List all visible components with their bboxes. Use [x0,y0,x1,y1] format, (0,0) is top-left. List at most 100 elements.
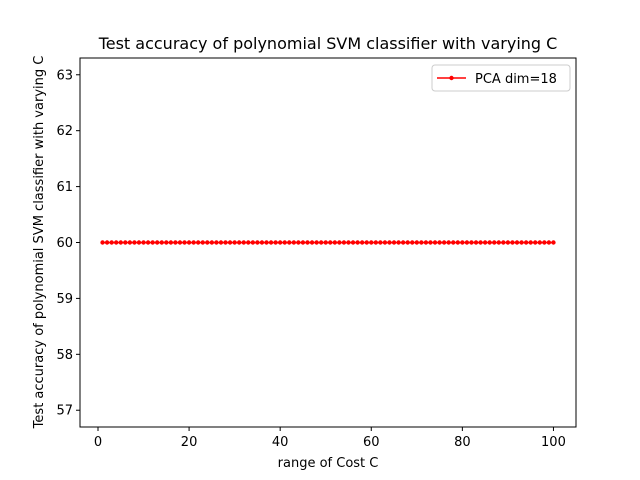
data-point [405,240,410,245]
data-point [100,240,105,245]
data-point [104,240,110,245]
x-tick-label: 0 [94,435,102,450]
data-point [273,240,278,245]
data-point [109,240,114,245]
data-point [359,240,365,245]
data-point [182,240,187,245]
data-point [387,240,392,245]
data-point [391,240,397,245]
data-point [264,240,269,245]
data-point [300,240,306,245]
data-point [350,240,356,245]
data-point [551,240,556,245]
plot-frame [79,57,577,428]
data-point [173,240,178,245]
y-tick-label: 58 [56,348,73,363]
data-point [337,240,342,245]
data-point [546,240,552,245]
data-point [505,240,511,245]
data-point [482,240,488,245]
data-point [287,240,292,245]
data-point [373,240,379,245]
data-point [236,240,242,245]
data-point [223,240,228,245]
data-point [218,240,224,245]
data-point [364,240,369,245]
data-point [328,240,333,245]
data-point [496,240,501,245]
data-point [382,240,388,245]
data-point [186,240,192,245]
data-point [118,240,123,245]
data-point [432,240,438,245]
data-point [396,240,401,245]
data-point [355,240,360,245]
data-point [455,240,461,245]
legend-box [431,64,571,92]
data-point [127,240,133,245]
data-point [164,240,169,245]
data-point [528,240,533,245]
x-tick-label: 20 [181,435,198,450]
y-tick-label: 57 [56,404,73,419]
data-point [291,240,297,245]
y-axis-label: Test accuracy of polynomial SVM classifi… [32,56,47,430]
x-axis-label: range of Cost C [278,456,379,471]
y-tick-label: 61 [56,180,73,195]
data-point [410,240,415,245]
data-point [246,240,251,245]
data-point [168,240,174,245]
series-layer [100,240,556,245]
data-point [437,240,442,245]
data-point [369,240,374,245]
data-point [451,240,456,245]
data-point [533,240,538,245]
legend-label-pca-dim-18: PCA dim=18 [475,72,557,87]
data-point [255,240,260,245]
data-point [469,240,474,245]
data-point [423,240,429,245]
data-point [510,240,515,245]
data-point [205,240,210,245]
data-point [487,240,492,245]
data-point [400,240,406,245]
x-tick-label: 40 [272,435,289,450]
data-point [414,240,420,245]
data-point [241,240,246,245]
y-tick-label: 62 [56,124,73,139]
data-point [209,240,215,245]
data-point [501,240,506,245]
data-point [132,240,137,245]
data-point [514,240,520,245]
data-point [259,240,265,245]
data-point [318,240,324,245]
data-point [296,240,301,245]
data-point [323,240,328,245]
data-point [159,240,164,245]
data-point [227,240,233,245]
x-tick-label: 60 [363,435,380,450]
data-point [441,240,447,245]
x-tick-label: 100 [541,435,566,450]
data-point [314,240,319,245]
data-point [419,240,424,245]
data-point [195,240,201,245]
data-point [542,240,547,245]
data-point [519,240,524,245]
data-point [191,240,196,245]
data-point [232,240,237,245]
y-tick-label: 63 [56,68,73,83]
data-point [277,240,283,245]
data-point [492,240,497,245]
data-point [200,240,205,245]
data-point [341,240,347,245]
data-point [214,240,219,245]
data-point [523,240,529,245]
data-point [150,240,155,245]
x-axis-ticks: 0 20 40 60 80 100 [94,427,566,450]
data-point [268,240,274,245]
series-0 [100,240,556,245]
data-point [141,240,146,245]
data-point [309,240,315,245]
data-point [114,240,119,245]
